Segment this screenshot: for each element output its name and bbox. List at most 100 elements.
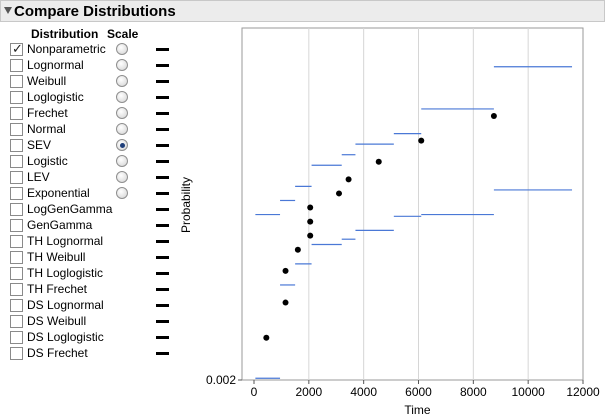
data-point [282, 267, 289, 274]
scale-radio-lev[interactable] [116, 171, 128, 183]
data-point [335, 190, 342, 197]
distribution-row-exponential: Exponential [0, 186, 175, 202]
x-tick-label: 0 [251, 385, 258, 399]
distribution-label: TH Frechet [27, 282, 88, 296]
line-style-swatch[interactable] [156, 192, 169, 195]
checkbox-loggengamma[interactable] [10, 203, 23, 216]
distribution-row-lognormal: Lognormal [0, 58, 175, 74]
line-style-swatch[interactable] [156, 240, 169, 243]
distribution-row-ds-weibull: DS Weibull [0, 314, 175, 330]
checkbox-ds-weibull[interactable] [10, 315, 23, 328]
scale-radio-nonparametric[interactable] [116, 43, 128, 55]
line-style-swatch[interactable] [156, 48, 169, 51]
distribution-label: Frechet [27, 106, 68, 120]
line-style-swatch[interactable] [156, 64, 169, 67]
checkbox-gengamma[interactable] [10, 219, 23, 232]
distribution-row-th-frechet: TH Frechet [0, 282, 175, 298]
distribution-label: Loglogistic [27, 90, 84, 104]
scale-radio-exponential[interactable] [116, 187, 128, 199]
line-style-swatch[interactable] [156, 144, 169, 147]
data-point [263, 334, 270, 341]
distribution-row-nonparametric: ✓ Nonparametric [0, 41, 175, 58]
line-style-swatch[interactable] [156, 208, 169, 211]
y-axis-title: Probability [179, 177, 193, 233]
distribution-label: LogGenGamma [27, 202, 113, 216]
distribution-row-th-weibull: TH Weibull [0, 250, 175, 266]
distribution-label: Lognormal [27, 58, 84, 72]
distribution-row-loggengamma: LogGenGamma [0, 202, 175, 218]
distribution-label: TH Lognormal [27, 234, 104, 248]
x-tick-label: 8000 [460, 385, 487, 399]
line-style-swatch[interactable] [156, 336, 169, 339]
checkbox-loglogistic[interactable] [10, 91, 23, 104]
data-point [490, 113, 497, 119]
checkbox-th-weibull[interactable] [10, 251, 23, 264]
collapse-triangle-icon[interactable] [4, 7, 12, 14]
compare-distributions-header[interactable]: Compare Distributions [0, 0, 605, 22]
distribution-label: GenGamma [27, 218, 93, 232]
checkbox-frechet[interactable] [10, 107, 23, 120]
line-style-swatch[interactable] [156, 176, 169, 179]
line-style-swatch[interactable] [156, 128, 169, 131]
scale-radio-loglogistic[interactable] [116, 91, 128, 103]
plot-frame [241, 27, 584, 381]
checkbox-ds-loglogistic[interactable] [10, 331, 23, 344]
checkbox-sev[interactable] [10, 139, 23, 152]
line-style-swatch[interactable] [156, 272, 169, 275]
distribution-label: LEV [27, 170, 50, 184]
scale-radio-logistic[interactable] [116, 155, 128, 167]
x-axis-title: Time [404, 403, 431, 416]
checkbox-ds-lognormal[interactable] [10, 299, 23, 312]
x-tick-label: 10000 [511, 385, 545, 399]
distribution-column-header: Distribution [31, 27, 99, 41]
checkbox-th-lognormal[interactable] [10, 235, 23, 248]
distribution-label: DS Loglogistic [27, 330, 104, 344]
distribution-label: DS Frechet [27, 346, 88, 360]
scale-column-header: Scale [107, 27, 139, 41]
distribution-label: TH Weibull [27, 250, 86, 264]
checkbox-ds-frechet[interactable] [10, 347, 23, 360]
checkbox-nonparametric[interactable]: ✓ [10, 41, 23, 56]
y-tick-label: 0.002 [206, 373, 236, 387]
line-style-swatch[interactable] [156, 352, 169, 355]
distribution-label: Nonparametric [27, 42, 106, 56]
distribution-label: Normal [27, 122, 66, 136]
line-style-swatch[interactable] [156, 160, 169, 163]
line-style-swatch[interactable] [156, 256, 169, 259]
checkbox-th-loglogistic[interactable] [10, 267, 23, 280]
data-point [307, 218, 314, 225]
data-point [282, 299, 289, 306]
line-style-swatch[interactable] [156, 96, 169, 99]
data-point [345, 176, 352, 183]
line-style-swatch[interactable] [156, 304, 169, 307]
panel-title: Compare Distributions [14, 3, 176, 20]
line-style-swatch[interactable] [156, 224, 169, 227]
checkbox-lognormal[interactable] [10, 59, 23, 72]
data-point [307, 204, 314, 211]
line-style-swatch[interactable] [156, 112, 169, 115]
distribution-row-frechet: Frechet [0, 106, 175, 122]
distribution-label: Logistic [27, 154, 68, 168]
checkbox-lev[interactable] [10, 171, 23, 184]
distribution-row-lev: LEV [0, 170, 175, 186]
line-style-swatch[interactable] [156, 288, 169, 291]
x-tick-label: 4000 [350, 385, 377, 399]
distribution-label: TH Loglogistic [27, 266, 104, 280]
checkbox-normal[interactable] [10, 123, 23, 136]
line-style-swatch[interactable] [156, 320, 169, 323]
scale-radio-sev[interactable] [116, 139, 128, 151]
checkbox-weibull[interactable] [10, 75, 23, 88]
checkbox-logistic[interactable] [10, 155, 23, 168]
distribution-label: Exponential [27, 186, 90, 200]
distribution-row-loglogistic: Loglogistic [0, 90, 175, 106]
distribution-row-ds-frechet: DS Frechet [0, 346, 175, 362]
checkbox-th-frechet[interactable] [10, 283, 23, 296]
scale-radio-weibull[interactable] [116, 75, 128, 87]
checkbox-exponential[interactable] [10, 187, 23, 200]
scale-radio-normal[interactable] [116, 123, 128, 135]
scale-radio-lognormal[interactable] [116, 59, 128, 71]
scale-radio-frechet[interactable] [116, 107, 128, 119]
distribution-label: DS Weibull [27, 314, 87, 328]
line-style-swatch[interactable] [156, 80, 169, 83]
